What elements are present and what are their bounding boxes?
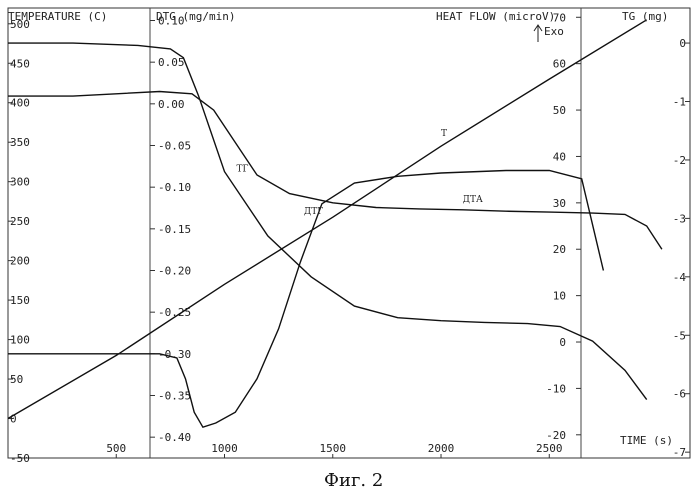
exo-label: Exo — [544, 25, 564, 38]
dtg-ticks: 0.100.050.00-0.05-0.10-0.15-0.20-0.25-0.… — [150, 15, 191, 445]
series-2-name: ДТГ — [304, 207, 323, 217]
temperature-tick-label: 350 — [10, 136, 30, 149]
time-tick-label: 2500 — [536, 442, 563, 455]
exo-marker: Exo — [534, 25, 564, 42]
time-tick-label: 500 — [106, 442, 126, 455]
temperature-tick-label: 400 — [10, 97, 30, 110]
temperature-axis-label: TEMPERATURE (C) — [8, 10, 107, 23]
heat_flow-tick-label: -10 — [546, 382, 566, 395]
dtg-tick-label: -0.35 — [158, 390, 191, 403]
tg-axis-label: TG (mg) — [622, 10, 668, 23]
tg-tick-label: -5 — [673, 329, 686, 342]
dtg-tick-label: -0.10 — [158, 181, 191, 194]
tg-ticks: 0 -1 -2 -3 -4 -5 -6 -7 — [673, 37, 690, 459]
tg-tick-label: -1 — [673, 96, 686, 109]
temperature-tick-label: -50 — [10, 452, 30, 465]
tg-tick-label: -7 — [673, 446, 686, 459]
temperature-tick-label: 300 — [10, 176, 30, 189]
series-0-line — [8, 20, 647, 419]
time-tick-label: 1000 — [211, 442, 238, 455]
temperature-tick-label: 200 — [10, 255, 30, 268]
heat_flow-tick-label: 40 — [553, 150, 566, 163]
tg-tick-label: 0 — [679, 37, 686, 50]
heat_flow-tick-label: 30 — [553, 197, 566, 210]
temperature-tick-label: 450 — [10, 57, 30, 70]
heat_flow-tick-label: 10 — [553, 290, 566, 303]
series-3-name: ДТА — [463, 195, 483, 205]
dtg-tick-label: -0.20 — [158, 265, 191, 278]
tg-tick-label: -4 — [673, 271, 687, 284]
temperature-tick-label: 50 — [10, 373, 23, 386]
dtg-tick-label: -0.40 — [158, 431, 191, 444]
dtg-axis-label: DTG (mg/min) — [156, 10, 235, 23]
series-1-name: ТГ — [237, 165, 249, 175]
temperature-tick-label: 250 — [10, 215, 30, 228]
tg-tick-label: -2 — [673, 154, 686, 167]
time-ticks: 500 1000 1500 2000 2500 — [106, 442, 562, 458]
heat_flow-tick-label: 60 — [553, 58, 566, 71]
plot-frame — [8, 8, 690, 458]
dtg-tick-label: 0.00 — [158, 98, 185, 111]
temperature-ticks: 500450400350300250200150100500-50 — [8, 18, 30, 465]
heat_flow-tick-label: 0 — [559, 336, 566, 349]
plot-border — [8, 8, 690, 458]
time-tick-label: 2000 — [428, 442, 455, 455]
series-0-name: T — [441, 129, 447, 139]
dtg-tick-label: -0.15 — [158, 223, 191, 236]
temperature-tick-label: 100 — [10, 334, 30, 347]
dtg-tick-label: 0.05 — [158, 56, 185, 69]
time-tick-label: 1500 — [320, 442, 347, 455]
heat_flow-tick-label: 20 — [553, 243, 566, 256]
figure-caption: Фиг. 2 — [324, 470, 383, 491]
time-axis-label: TIME (s) — [620, 434, 673, 447]
heat-flow-axis-label: HEAT FLOW (microV) — [436, 10, 555, 23]
heat-flow-ticks: 706050403020100-10-20 — [546, 11, 581, 442]
tg-tick-label: -3 — [673, 212, 686, 225]
curves — [8, 20, 662, 427]
heat_flow-tick-label: -20 — [546, 429, 566, 442]
tg-tick-label: -6 — [673, 388, 686, 401]
dtg-tick-label: -0.05 — [158, 140, 191, 153]
heat_flow-tick-label: 50 — [553, 104, 566, 117]
temperature-tick-label: 150 — [10, 294, 30, 307]
